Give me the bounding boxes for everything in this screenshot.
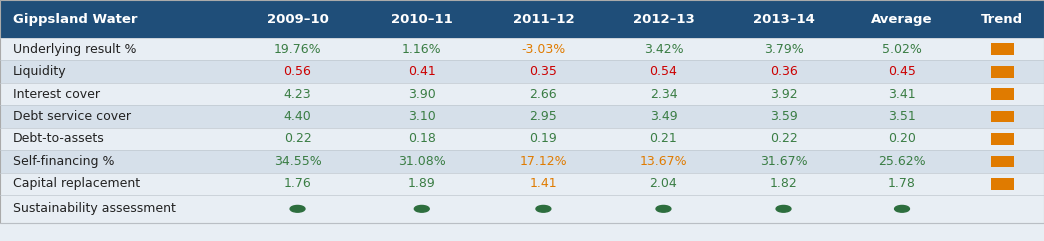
Text: Self-financing %: Self-financing % [13, 155, 114, 168]
Text: 3.90: 3.90 [408, 88, 435, 100]
Ellipse shape [536, 205, 551, 212]
Bar [0, 0, 1044, 38]
Text: Debt service cover: Debt service cover [13, 110, 130, 123]
Bar [0, 173, 1044, 195]
Bar [991, 178, 1014, 190]
Text: 1.76: 1.76 [284, 177, 311, 190]
Text: 0.41: 0.41 [408, 65, 435, 78]
Text: 1.82: 1.82 [769, 177, 798, 190]
Ellipse shape [895, 205, 909, 212]
Text: 2.34: 2.34 [649, 88, 678, 100]
Text: Gippsland Water: Gippsland Water [13, 13, 137, 26]
Text: 4.40: 4.40 [284, 110, 311, 123]
Text: 0.45: 0.45 [888, 65, 916, 78]
Text: 1.16%: 1.16% [402, 43, 442, 56]
Text: -3.03%: -3.03% [521, 43, 566, 56]
Bar [991, 43, 1014, 55]
Text: Capital replacement: Capital replacement [13, 177, 140, 190]
Text: 0.54: 0.54 [649, 65, 678, 78]
Text: 1.41: 1.41 [529, 177, 557, 190]
Text: 0.22: 0.22 [769, 133, 798, 145]
Text: 0.18: 0.18 [408, 133, 435, 145]
Text: Average: Average [872, 13, 932, 26]
Text: Debt-to-assets: Debt-to-assets [13, 133, 104, 145]
Text: 2.95: 2.95 [529, 110, 557, 123]
Text: 2013–14: 2013–14 [753, 13, 814, 26]
Bar [0, 195, 1044, 223]
Text: 3.49: 3.49 [649, 110, 678, 123]
Bar [0, 60, 1044, 83]
Text: 3.41: 3.41 [888, 88, 916, 100]
Text: 19.76%: 19.76% [274, 43, 322, 56]
Text: 0.36: 0.36 [769, 65, 798, 78]
Text: 2009–10: 2009–10 [266, 13, 329, 26]
Text: 0.35: 0.35 [529, 65, 557, 78]
Bar [991, 133, 1014, 145]
Text: 3.51: 3.51 [888, 110, 916, 123]
Bar [991, 111, 1014, 122]
Text: 2011–12: 2011–12 [513, 13, 574, 26]
Text: 3.59: 3.59 [769, 110, 798, 123]
Text: 31.08%: 31.08% [398, 155, 446, 168]
Text: 1.89: 1.89 [408, 177, 435, 190]
Text: Liquidity: Liquidity [13, 65, 66, 78]
Text: 3.92: 3.92 [769, 88, 798, 100]
Ellipse shape [290, 205, 305, 212]
Text: 0.20: 0.20 [888, 133, 916, 145]
Text: Sustainability assessment: Sustainability assessment [13, 202, 175, 215]
Text: 3.79%: 3.79% [763, 43, 804, 56]
Bar [0, 83, 1044, 105]
Text: Underlying result %: Underlying result % [13, 43, 136, 56]
Bar [991, 66, 1014, 78]
Text: 2.66: 2.66 [529, 88, 557, 100]
Text: 2010–11: 2010–11 [390, 13, 453, 26]
Ellipse shape [776, 205, 791, 212]
Text: Trend: Trend [981, 13, 1023, 26]
Text: 0.56: 0.56 [284, 65, 311, 78]
Text: 0.19: 0.19 [529, 133, 557, 145]
Bar [991, 88, 1014, 100]
Text: 2012–13: 2012–13 [633, 13, 694, 26]
Text: 0.21: 0.21 [649, 133, 678, 145]
Bar [991, 155, 1014, 167]
Text: 34.55%: 34.55% [274, 155, 322, 168]
Text: 1.78: 1.78 [888, 177, 916, 190]
Text: 0.22: 0.22 [284, 133, 311, 145]
Bar [0, 128, 1044, 150]
Ellipse shape [656, 205, 671, 212]
Ellipse shape [414, 205, 429, 212]
Text: 3.10: 3.10 [408, 110, 435, 123]
Text: 25.62%: 25.62% [878, 155, 926, 168]
Bar [0, 38, 1044, 60]
Text: 2.04: 2.04 [649, 177, 678, 190]
Text: 31.67%: 31.67% [760, 155, 807, 168]
Text: Interest cover: Interest cover [13, 88, 99, 100]
Text: 5.02%: 5.02% [882, 43, 922, 56]
Text: 3.42%: 3.42% [644, 43, 683, 56]
Text: 13.67%: 13.67% [640, 155, 687, 168]
Text: 17.12%: 17.12% [520, 155, 567, 168]
Bar [0, 105, 1044, 128]
Text: 4.23: 4.23 [284, 88, 311, 100]
Bar [0, 150, 1044, 173]
